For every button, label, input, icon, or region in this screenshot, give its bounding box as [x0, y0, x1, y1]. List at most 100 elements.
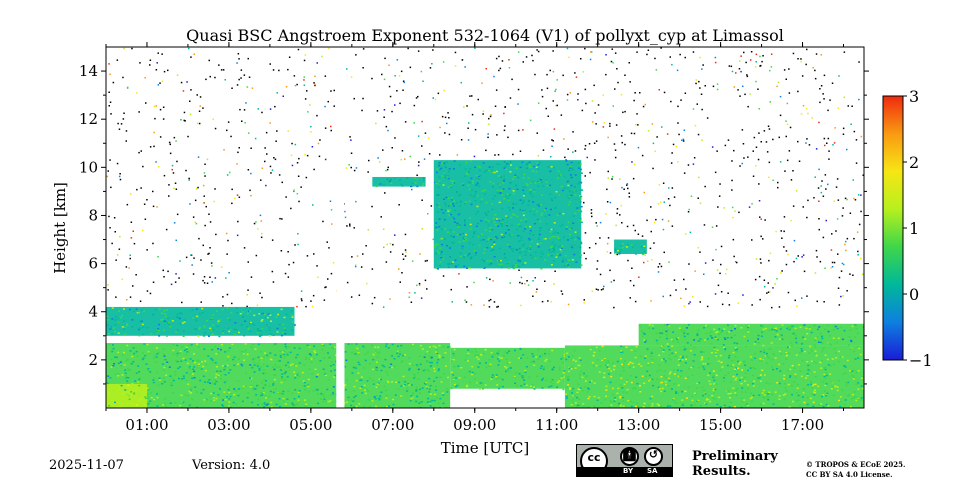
region-speckle: [573, 253, 576, 256]
region-speckle: [860, 399, 863, 402]
noise-pixel: [833, 142, 836, 144]
region-speckle: [572, 399, 575, 401]
region-speckle: [384, 389, 387, 392]
region-speckle: [568, 197, 571, 199]
region-speckle: [540, 268, 543, 270]
region-speckle: [540, 214, 543, 216]
region-speckle: [443, 198, 446, 200]
colorbar-tick-label: 3: [909, 87, 919, 106]
region-speckle: [648, 374, 651, 377]
noise-pixel: [777, 181, 779, 184]
region-speckle: [552, 382, 555, 385]
region-speckle: [163, 329, 166, 331]
region-speckle: [216, 370, 219, 372]
region-speckle: [761, 331, 764, 333]
region-speckle: [565, 393, 568, 395]
region-speckle: [196, 367, 199, 369]
region-speckle: [475, 177, 478, 179]
noise-pixel: [303, 76, 305, 78]
noise-pixel: [192, 273, 195, 275]
region-speckle: [705, 398, 708, 400]
region-speckle: [855, 371, 858, 374]
region-speckle: [451, 261, 454, 263]
region-speckle: [212, 324, 215, 326]
region-speckle: [202, 388, 205, 391]
region-speckle: [713, 347, 716, 350]
region-speckle: [411, 392, 414, 394]
region-speckle: [444, 202, 447, 204]
region-speckle: [505, 215, 508, 217]
region-speckle: [286, 352, 289, 355]
region-speckle: [558, 174, 561, 177]
region-speckle: [795, 391, 798, 394]
region-speckle: [438, 182, 441, 184]
region-speckle: [466, 355, 469, 357]
noise-pixel: [447, 112, 449, 114]
region-speckle: [696, 382, 699, 385]
region-speckle: [570, 237, 573, 240]
region-speckle: [416, 395, 419, 398]
region-speckle: [811, 393, 814, 395]
cc-license-badge[interactable]: cc 🚹︎ ↺ BY SA: [576, 444, 673, 477]
region-speckle: [827, 330, 830, 333]
region-speckle: [701, 386, 704, 389]
noise-pixel: [680, 297, 682, 300]
region-speckle: [353, 390, 356, 392]
noise-pixel: [697, 197, 699, 199]
region-speckle: [468, 370, 471, 373]
region-speckle: [457, 213, 460, 216]
noise-pixel: [118, 128, 121, 130]
region-speckle: [281, 393, 284, 396]
region-speckle: [749, 367, 752, 369]
noise-pixel: [605, 73, 607, 76]
noise-pixel: [624, 143, 626, 146]
region-speckle: [170, 382, 173, 384]
region-speckle: [144, 396, 147, 398]
region-speckle: [766, 354, 768, 357]
region-speckle: [297, 399, 300, 401]
noise-pixel: [197, 156, 200, 158]
region-speckle: [475, 350, 478, 353]
noise-pixel: [766, 151, 769, 153]
region-speckle: [558, 255, 561, 257]
region-speckle: [485, 362, 487, 364]
noise-pixel: [584, 47, 586, 50]
region-speckle: [446, 391, 449, 393]
region-speckle: [369, 399, 371, 401]
region-speckle: [503, 167, 506, 169]
region-speckle: [735, 394, 738, 396]
noise-pixel: [606, 201, 609, 203]
noise-pixel: [297, 233, 299, 235]
region-speckle: [616, 392, 619, 395]
region-speckle: [504, 366, 507, 368]
region-speckle: [821, 342, 824, 345]
noise-pixel: [396, 90, 398, 92]
region-speckle: [465, 161, 468, 164]
noise-pixel: [189, 113, 192, 116]
noise-pixel: [758, 183, 760, 185]
region-speckle: [539, 367, 542, 369]
region-speckle: [520, 385, 523, 387]
region-speckle: [350, 404, 353, 407]
region-speckle: [571, 390, 574, 392]
noise-pixel: [138, 151, 140, 154]
region-speckle: [640, 365, 643, 367]
noise-pixel: [163, 276, 165, 278]
region-speckle: [580, 205, 583, 208]
region-speckle: [616, 250, 619, 252]
noise-pixel: [770, 53, 773, 55]
region-speckle: [264, 316, 267, 319]
noise-pixel: [355, 54, 357, 56]
region-speckle: [621, 246, 624, 249]
noise-pixel: [720, 291, 723, 293]
noise-pixel: [673, 279, 676, 281]
region-speckle: [129, 394, 132, 397]
region-speckle: [538, 241, 541, 243]
region-speckle: [473, 195, 476, 198]
region-speckle: [275, 366, 278, 368]
noise-pixel: [194, 199, 197, 202]
noise-pixel: [522, 129, 524, 131]
region-speckle: [270, 401, 273, 404]
region-speckle: [753, 357, 756, 359]
region-speckle: [398, 381, 401, 384]
